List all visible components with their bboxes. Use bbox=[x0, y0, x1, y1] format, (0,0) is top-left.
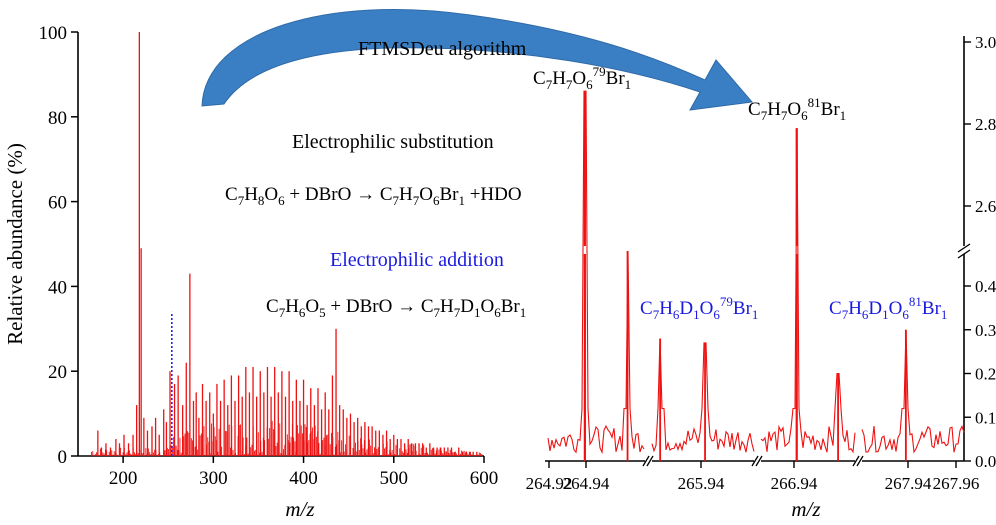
curved-arrow bbox=[201, 9, 753, 111]
left-spectrum-peaks bbox=[91, 32, 483, 456]
axis-breaks bbox=[642, 243, 971, 467]
x-axis-label-right: m/z bbox=[791, 497, 820, 521]
zoom-trace bbox=[651, 338, 755, 453]
y-tick-label: 0 bbox=[58, 447, 68, 468]
peak-label-d-79br: C7H6D1O679Br1 bbox=[640, 294, 758, 322]
peak-label-81br: C7H7O681Br1 bbox=[748, 95, 846, 123]
right-x-tick-label: 267.94 bbox=[885, 474, 932, 493]
y-tick-label: 100 bbox=[39, 23, 68, 44]
y-tick-label: 60 bbox=[48, 193, 67, 214]
x-tick-label: 400 bbox=[289, 468, 318, 489]
y-tick-label: 20 bbox=[48, 362, 67, 383]
y-axis-label: Relative abundance (%) bbox=[3, 143, 27, 345]
right-x-tick-label: 264.92 bbox=[526, 474, 573, 493]
right-spectrum-traces bbox=[547, 90, 965, 461]
addition-heading: Electrophilic addition bbox=[330, 249, 504, 271]
substitution-equation: C7H8O6 + DBrO → C7H7O6Br1 +HDO bbox=[225, 184, 522, 208]
x-axis-label-left: m/z bbox=[285, 497, 314, 521]
right-y-tick-label: 0.1 bbox=[975, 408, 996, 427]
right-y-tick-label: 0.3 bbox=[975, 321, 996, 340]
substitution-heading: Electrophilic substitution bbox=[292, 131, 494, 153]
right-x-tick-label: 267.96 bbox=[933, 474, 980, 493]
addition-equation: C7H6O5 + DBrO → C7H7D1O6Br1 bbox=[266, 296, 526, 320]
left-tick-marks: 200 300 400 500 600 0 20 40 60 80 100 bbox=[39, 23, 499, 489]
zoom-trace bbox=[861, 329, 965, 454]
right-y-tick-label: 0.2 bbox=[975, 365, 996, 384]
peak-label-d-81br: C7H6D1O681Br1 bbox=[829, 294, 947, 322]
zoom-trace bbox=[760, 128, 856, 454]
algorithm-label: FTMSDeu algorithm bbox=[358, 38, 527, 60]
right-y-tick-label: 2.8 bbox=[975, 115, 996, 134]
x-tick-label: 200 bbox=[109, 468, 138, 489]
x-tick-label: 600 bbox=[470, 468, 499, 489]
x-tick-label: 300 bbox=[199, 468, 228, 489]
right-x-tick-label: 264.94 bbox=[563, 474, 610, 493]
right-y-tick-label: 3.0 bbox=[975, 33, 996, 52]
zoom-trace bbox=[547, 90, 645, 455]
right-y-tick-label: 0.4 bbox=[975, 277, 996, 296]
right-y-tick-label: 0.0 bbox=[975, 452, 996, 471]
peak-label-79br: C7H7O679Br1 bbox=[533, 64, 631, 92]
y-tick-label: 40 bbox=[48, 277, 67, 298]
right-y-tick-label: 2.6 bbox=[975, 197, 996, 216]
y-tick-label: 80 bbox=[48, 108, 67, 129]
right-x-tick-label: 266.94 bbox=[771, 474, 818, 493]
right-x-tick-label: 265.94 bbox=[678, 474, 725, 493]
x-tick-label: 500 bbox=[380, 468, 409, 489]
